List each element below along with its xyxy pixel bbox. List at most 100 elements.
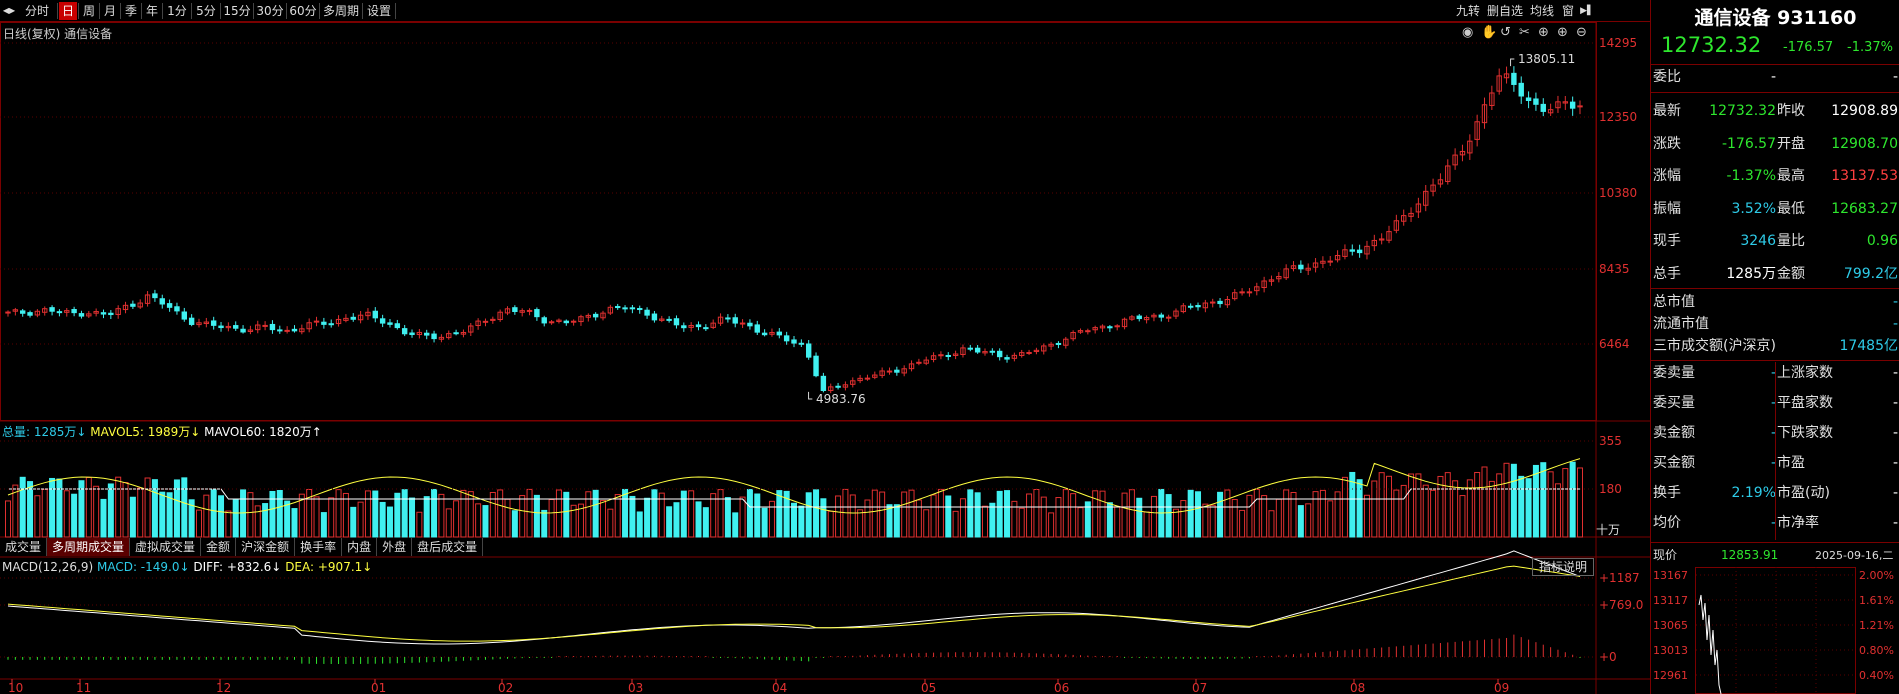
mini-right-tick: 1.21% <box>1859 619 1894 632</box>
chart-tool-icon[interactable]: ⊖ <box>1576 25 1587 40</box>
candle-body <box>952 353 959 357</box>
intraday-mini-chart[interactable]: 现价 12853.91 2025-09-16,二 13167 13117 13065 130… <box>1651 545 1899 694</box>
volume-bar <box>320 512 327 538</box>
volume-bar <box>1187 489 1194 538</box>
row-label: 最高 <box>1777 168 1805 185</box>
volume-bar <box>1481 466 1488 538</box>
candle-body <box>1496 75 1502 92</box>
volume-bar <box>240 489 247 538</box>
volume-bar <box>886 504 893 538</box>
price-tick: 14295 <box>1599 36 1637 50</box>
volume-bar <box>754 493 761 538</box>
candle-body <box>673 318 680 326</box>
period-tab-0[interactable]: 分时 <box>24 4 49 18</box>
indicator-tab-3[interactable]: 金额 <box>201 538 237 556</box>
volume-bar <box>350 506 357 538</box>
period-tab-5[interactable]: 年 <box>145 4 158 18</box>
right-tool-1[interactable]: 删自选 <box>1486 4 1523 18</box>
indicator-tab-5[interactable]: 换手率 <box>295 538 343 556</box>
candle-body <box>703 327 709 330</box>
candle-body <box>269 323 276 331</box>
candle-body <box>1459 150 1466 156</box>
volume-bar <box>937 488 944 538</box>
volume-bar <box>526 488 533 538</box>
mini-price: 12853.91 <box>1721 548 1778 562</box>
volume-bar <box>871 489 878 538</box>
candle-body <box>1268 279 1275 282</box>
volume-bar <box>291 508 298 538</box>
price-tick: 12350 <box>1599 110 1637 124</box>
row-value: - <box>1892 365 1898 381</box>
period-tab-9[interactable]: 30分 <box>256 4 284 18</box>
candle-body <box>1055 342 1062 345</box>
indicator-tab-8[interactable]: 盘后成交量 <box>412 538 484 556</box>
period-tab-2[interactable]: 周 <box>82 4 95 18</box>
right-tool-3[interactable]: 窗 <box>1561 4 1574 18</box>
period-tab-6[interactable]: 1分 <box>167 4 187 18</box>
chart-tool-icon[interactable]: ✂ <box>1519 25 1530 40</box>
chart-tool-icon[interactable]: ✋ <box>1481 24 1497 40</box>
indicator-explain-button[interactable]: 指标说明 <box>1532 558 1594 576</box>
candle-body <box>769 332 775 335</box>
candle-body <box>181 311 187 320</box>
volume-bar <box>1180 500 1187 538</box>
right-tool-2[interactable]: 均线 <box>1529 4 1554 18</box>
candle-body <box>615 306 621 309</box>
candle-body <box>1474 121 1480 140</box>
indicator-tab-0[interactable]: 成交量 <box>0 538 48 556</box>
chart-tool-icon[interactable]: ⊕ <box>1538 25 1549 40</box>
volume-bar <box>1408 473 1415 538</box>
candle-body <box>666 318 672 321</box>
right-tool-0[interactable]: 九转 <box>1455 4 1480 18</box>
candle-body <box>1540 103 1546 112</box>
candle-body <box>1415 203 1422 213</box>
indicator-tab-6[interactable]: 内盘 <box>342 538 378 556</box>
quote-row: 最新 12732.32 昨收 12908.89 <box>1651 100 1899 122</box>
volume-bar <box>41 488 48 538</box>
next-icon[interactable]: ▶▌ <box>1580 6 1594 16</box>
candle-body <box>218 325 224 329</box>
volume-bar <box>504 498 511 538</box>
chart-canvas[interactable]: 14295 12350 10380 8435 6464 ┌ 13805.11 └ 4983.… <box>0 0 1650 694</box>
period-tab-8[interactable]: 15分 <box>223 4 251 18</box>
candle-body <box>387 322 393 325</box>
volume-bar <box>570 504 577 538</box>
quote-row: 涨幅 -1.37% 最高 13137.53 <box>1651 165 1899 187</box>
stat-row: 均价 - 市净率 - <box>1651 512 1899 534</box>
period-tab-4[interactable]: 季 <box>124 4 137 18</box>
prev-next-icon[interactable]: ◀▶ <box>2 6 16 15</box>
period-tab-11[interactable]: 多周期 <box>322 4 359 18</box>
volume-bar <box>732 512 739 538</box>
candle-body <box>350 316 356 320</box>
row-label: 市净率 <box>1777 515 1819 531</box>
period-tab-12[interactable]: 设置 <box>366 4 391 18</box>
period-tab-7[interactable]: 5分 <box>196 4 216 18</box>
period-tab-3[interactable]: 月 <box>103 4 116 18</box>
volume-bar <box>776 490 783 538</box>
macd-value: MACD: -149.0↓ <box>96 560 190 574</box>
volume-bar <box>431 488 438 538</box>
candle-body <box>1445 165 1451 182</box>
volume-bar <box>195 509 202 538</box>
chart-tool-icon[interactable]: ⊕ <box>1557 25 1568 40</box>
volume-bar <box>1444 472 1451 538</box>
indicator-tab-2[interactable]: 虚拟成交量 <box>130 538 202 556</box>
volume-bar <box>1128 489 1135 538</box>
chart-tool-icon[interactable]: ◉ <box>1462 25 1473 40</box>
indicator-tab-4[interactable]: 沪深金额 <box>236 538 296 556</box>
indicator-tab-7[interactable]: 外盘 <box>377 538 413 556</box>
candle-body <box>1408 212 1414 217</box>
price-change: -176.57 <box>1783 40 1834 55</box>
period-tab-10[interactable]: 60分 <box>289 4 317 18</box>
volume-bar <box>1540 462 1547 538</box>
indicator-tab-1[interactable]: 多周期成交量 <box>47 538 131 556</box>
volume-bar <box>658 492 665 538</box>
candle-body <box>122 304 129 311</box>
candle-body <box>1401 215 1407 222</box>
period-tab-1[interactable]: 日 <box>59 2 77 20</box>
candle-body <box>1019 352 1025 356</box>
volume-bar <box>1070 493 1077 538</box>
chart-tool-icon[interactable]: ↺ <box>1500 25 1511 40</box>
candle-body <box>453 332 459 335</box>
volume-bar <box>1040 496 1047 538</box>
